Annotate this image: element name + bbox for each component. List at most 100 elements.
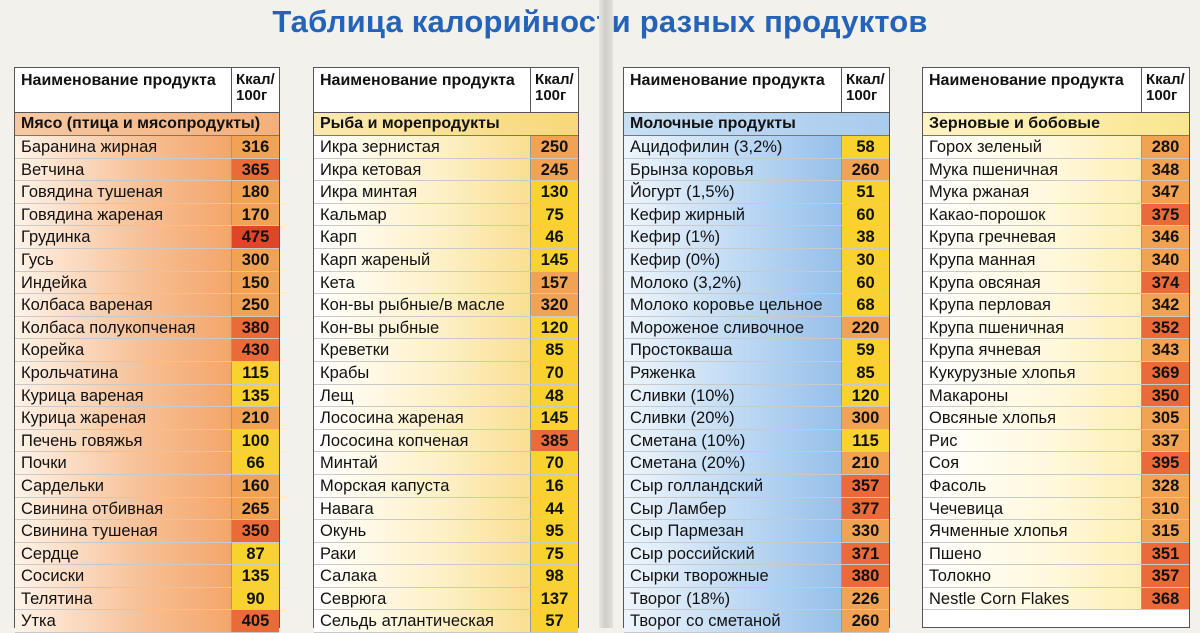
table-row: Крупа перловая 342 — [923, 294, 1189, 317]
table-row: Кета 157 — [314, 271, 578, 295]
kcal-value: 130 — [530, 181, 578, 203]
product-name: Морская капуста — [314, 474, 530, 497]
kcal-value: 44 — [530, 497, 578, 520]
product-name: Икра зернистая — [314, 136, 530, 158]
product-name: Печень говяжья — [15, 429, 231, 452]
kcal-value: 352 — [1141, 316, 1189, 339]
kcal-value: 365 — [231, 158, 279, 181]
product-name: Фасоль — [923, 474, 1141, 497]
table-row: Сыр российский 371 — [624, 542, 889, 566]
table-row: Колбаса полукопченая 380 — [15, 316, 279, 340]
product-name: Лососина жареная — [314, 407, 530, 429]
kcal-value: 357 — [841, 474, 889, 497]
table-row: Минтай 70 — [314, 452, 578, 475]
table-row: Макароны 350 — [923, 384, 1189, 408]
product-name: Мука пшеничная — [923, 158, 1141, 181]
product-name: Ячменные хлопья — [923, 520, 1141, 542]
product-name: Баранина жирная — [15, 136, 231, 158]
kcal-value: 430 — [231, 339, 279, 361]
product-name: Какао-порошок — [923, 203, 1141, 226]
product-name: Сардельки — [15, 474, 231, 497]
product-name: Творог (18%) — [624, 587, 841, 610]
kcal-value: 265 — [231, 497, 279, 520]
product-name: Почки — [15, 452, 231, 474]
table-row: Окунь 95 — [314, 520, 578, 543]
kcal-value: 145 — [530, 407, 578, 429]
product-name: Творог со сметаной — [624, 610, 841, 633]
table-row: Сыр голландский 357 — [624, 474, 889, 498]
product-name: Лещ — [314, 384, 530, 407]
table-row: Сердце 87 — [15, 542, 279, 566]
kcal-value: 245 — [530, 158, 578, 181]
table-row: Печень говяжья 100 — [15, 429, 279, 453]
table-row: Курица вареная 135 — [15, 384, 279, 408]
kcal-value: 115 — [841, 429, 889, 452]
product-name: Свинина тушеная — [15, 520, 231, 542]
table-row: Почки 66 — [15, 452, 279, 475]
kcal-value: 350 — [231, 520, 279, 542]
product-name: Крупа овсяная — [923, 271, 1141, 294]
table-row: Сосиски 135 — [15, 565, 279, 588]
category-heading: Молочные продукты — [624, 113, 889, 136]
category-heading: Зерновые и бобовые — [923, 113, 1189, 136]
product-name: Сыр голландский — [624, 474, 841, 497]
product-name: Минтай — [314, 452, 530, 474]
kcal-value: 70 — [530, 452, 578, 474]
kcal-value: 260 — [841, 158, 889, 181]
product-name: Ряженка — [624, 361, 841, 384]
product-name: Сыр Пармезан — [624, 520, 841, 542]
table-row: Свинина тушеная 350 — [15, 520, 279, 543]
product-name: Индейка — [15, 271, 231, 294]
table-row: Брынза коровья 260 — [624, 158, 889, 182]
table-row: Творог со сметаной 260 — [624, 610, 889, 633]
kcal-value: 160 — [231, 474, 279, 497]
kcal-value: 100 — [231, 429, 279, 452]
product-name: Чечевица — [923, 497, 1141, 520]
table-row: Ветчина 365 — [15, 158, 279, 182]
kcal-value: 48 — [530, 384, 578, 407]
product-name: Карп жареный — [314, 248, 530, 271]
product-name: Сливки (10%) — [624, 384, 841, 407]
table-row: Утка 405 — [15, 610, 279, 633]
kcal-value: 85 — [530, 339, 578, 361]
table-row: Грудинка 475 — [15, 226, 279, 249]
kcal-value: 350 — [1141, 384, 1189, 407]
table-row: Пшено 351 — [923, 542, 1189, 566]
table-row: Телятина 90 — [15, 587, 279, 611]
kcal-value: 374 — [1141, 271, 1189, 294]
kcal-value: 75 — [530, 542, 578, 565]
table-row: Навага 44 — [314, 497, 578, 521]
product-name: Крупа манная — [923, 248, 1141, 271]
product-name: Кукурузные хлопья — [923, 361, 1141, 384]
kcal-value: 210 — [231, 407, 279, 429]
table-row: Какао-порошок 375 — [923, 203, 1189, 227]
kcal-value: 330 — [841, 520, 889, 542]
kcal-value: 68 — [841, 294, 889, 316]
kcal-value: 380 — [841, 565, 889, 587]
table-row: Кон-вы рыбные/в масле 320 — [314, 294, 578, 317]
product-name: Колбаса полукопченая — [15, 316, 231, 339]
table-row: Соя 395 — [923, 452, 1189, 475]
product-name: Крупа пшеничная — [923, 316, 1141, 339]
kcal-value: 305 — [1141, 407, 1189, 429]
product-name: Икра минтая — [314, 181, 530, 203]
table-row: Кукурузные хлопья 369 — [923, 361, 1189, 385]
kcal-value: 85 — [841, 361, 889, 384]
kcal-value: 58 — [841, 136, 889, 158]
kcal-value: 343 — [1141, 339, 1189, 361]
product-name: Карп — [314, 226, 530, 248]
product-name: Макароны — [923, 384, 1141, 407]
kcal-value: 300 — [841, 407, 889, 429]
product-name: Толокно — [923, 565, 1141, 587]
table-row: Фасоль 328 — [923, 474, 1189, 498]
kcal-value: 16 — [530, 474, 578, 497]
table-header: Наименование продукта Ккал/ 100г — [314, 68, 578, 113]
table-row: Говядина жареная 170 — [15, 203, 279, 227]
product-name: Крупа гречневая — [923, 226, 1141, 248]
kcal-value: 300 — [231, 248, 279, 271]
table-row: Крупа ячневая 343 — [923, 339, 1189, 362]
product-name: Сельдь атлантическая — [314, 610, 530, 633]
table-dairy: Наименование продукта Ккал/ 100г Молочные … — [623, 67, 890, 633]
table-row: Карп 46 — [314, 226, 578, 249]
product-name: Ацидофилин (3,2%) — [624, 136, 841, 158]
